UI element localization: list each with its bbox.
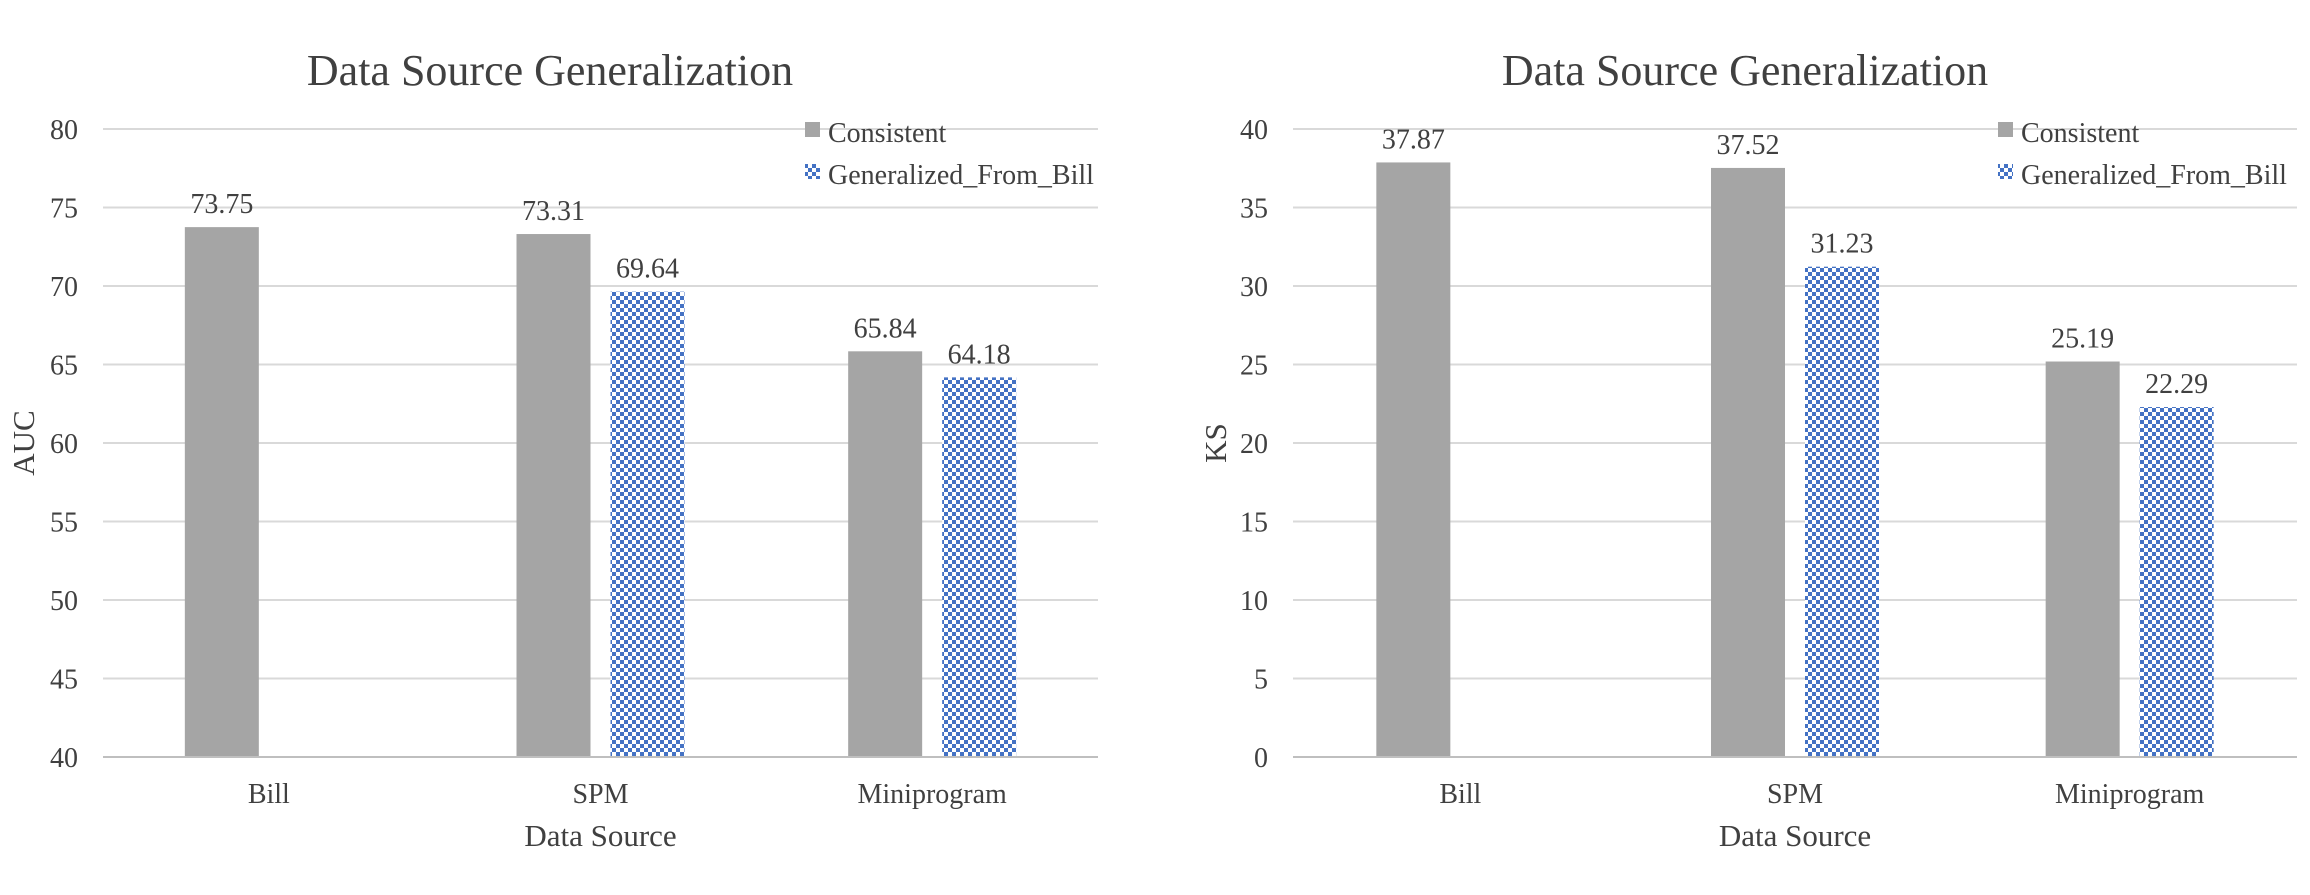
data-label: 73.75 bbox=[190, 189, 253, 220]
bar-generalized-spm bbox=[1805, 266, 1879, 757]
y-tick-label: 65 bbox=[50, 351, 78, 382]
data-label: 22.29 bbox=[2145, 369, 2208, 400]
y-tick-label: 35 bbox=[1240, 194, 1268, 225]
data-label: 69.64 bbox=[616, 254, 679, 285]
x-axis-title: Data Source bbox=[524, 818, 676, 853]
y-tick-label: 50 bbox=[50, 586, 78, 617]
y-tick-label: 75 bbox=[50, 194, 78, 225]
x-tick-label: Bill bbox=[1439, 779, 1481, 810]
y-tick-label: 0 bbox=[1254, 743, 1268, 774]
legend-swatch-consistent bbox=[805, 122, 820, 137]
bar-consistent-spm bbox=[516, 234, 591, 757]
data-label: 73.31 bbox=[522, 196, 585, 227]
bar-consistent-miniprogram bbox=[848, 351, 923, 757]
y-axis-title: KS bbox=[1198, 423, 1233, 463]
y-tick-label: 55 bbox=[50, 508, 78, 539]
x-tick-label: SPM bbox=[572, 779, 628, 810]
data-label: 31.23 bbox=[1811, 229, 1874, 260]
legend-label: Consistent bbox=[2021, 118, 2139, 149]
data-label: 37.52 bbox=[1717, 130, 1780, 161]
x-tick-label: Bill bbox=[248, 779, 290, 810]
bar-consistent-spm bbox=[1711, 167, 1785, 757]
y-tick-label: 60 bbox=[50, 429, 78, 460]
chart-panel-2: Data Source Generalization 0 5 10 15 20 25 30 35… bbox=[1198, 46, 2297, 853]
y-tick-label: 15 bbox=[1240, 508, 1268, 539]
y-tick-label: 45 bbox=[50, 665, 78, 696]
data-label: 65.84 bbox=[854, 313, 917, 344]
chart-panel-1: Data Source Generalization 40 45 50 55 60 65 70… bbox=[6, 46, 1098, 853]
y-tick-label: 80 bbox=[50, 115, 78, 146]
chart-title: Data Source Generalization bbox=[307, 46, 793, 95]
legend-swatch-generalized bbox=[1998, 164, 2013, 179]
data-label: 64.18 bbox=[948, 339, 1011, 370]
bar-generalized-miniprogram bbox=[942, 377, 1017, 757]
y-axis-title: AUC bbox=[6, 410, 41, 475]
legend-label: Generalized_From_Bill bbox=[828, 160, 1094, 191]
y-tick-label: 25 bbox=[1240, 351, 1268, 382]
legend-label: Generalized_From_Bill bbox=[2021, 160, 2287, 191]
y-tick-label: 30 bbox=[1240, 272, 1268, 303]
chart-title: Data Source Generalization bbox=[1502, 46, 1988, 95]
bar-generalized-spm bbox=[610, 291, 685, 757]
bar-consistent-bill bbox=[1376, 162, 1451, 758]
data-label: 25.19 bbox=[2051, 324, 2114, 355]
legend-swatch-generalized bbox=[805, 164, 820, 179]
y-tick-label: 40 bbox=[50, 743, 78, 774]
x-tick-label: SPM bbox=[1767, 779, 1823, 810]
bar-consistent-bill bbox=[184, 227, 259, 757]
bar-consistent-miniprogram bbox=[2045, 361, 2120, 757]
y-tick-label: 10 bbox=[1240, 586, 1268, 617]
data-label: 37.87 bbox=[1382, 124, 1445, 155]
y-tick-label: 40 bbox=[1240, 115, 1268, 146]
x-axis-title: Data Source bbox=[1719, 818, 1871, 853]
y-tick-label: 5 bbox=[1254, 665, 1268, 696]
legend-label: Consistent bbox=[828, 118, 946, 149]
x-tick-label: Miniprogram bbox=[2055, 779, 2205, 810]
x-tick-label: Miniprogram bbox=[858, 779, 1008, 810]
bar-generalized-miniprogram bbox=[2139, 407, 2214, 757]
legend-swatch-consistent bbox=[1998, 122, 2013, 137]
y-tick-label: 70 bbox=[50, 272, 78, 303]
y-tick-label: 20 bbox=[1240, 429, 1268, 460]
